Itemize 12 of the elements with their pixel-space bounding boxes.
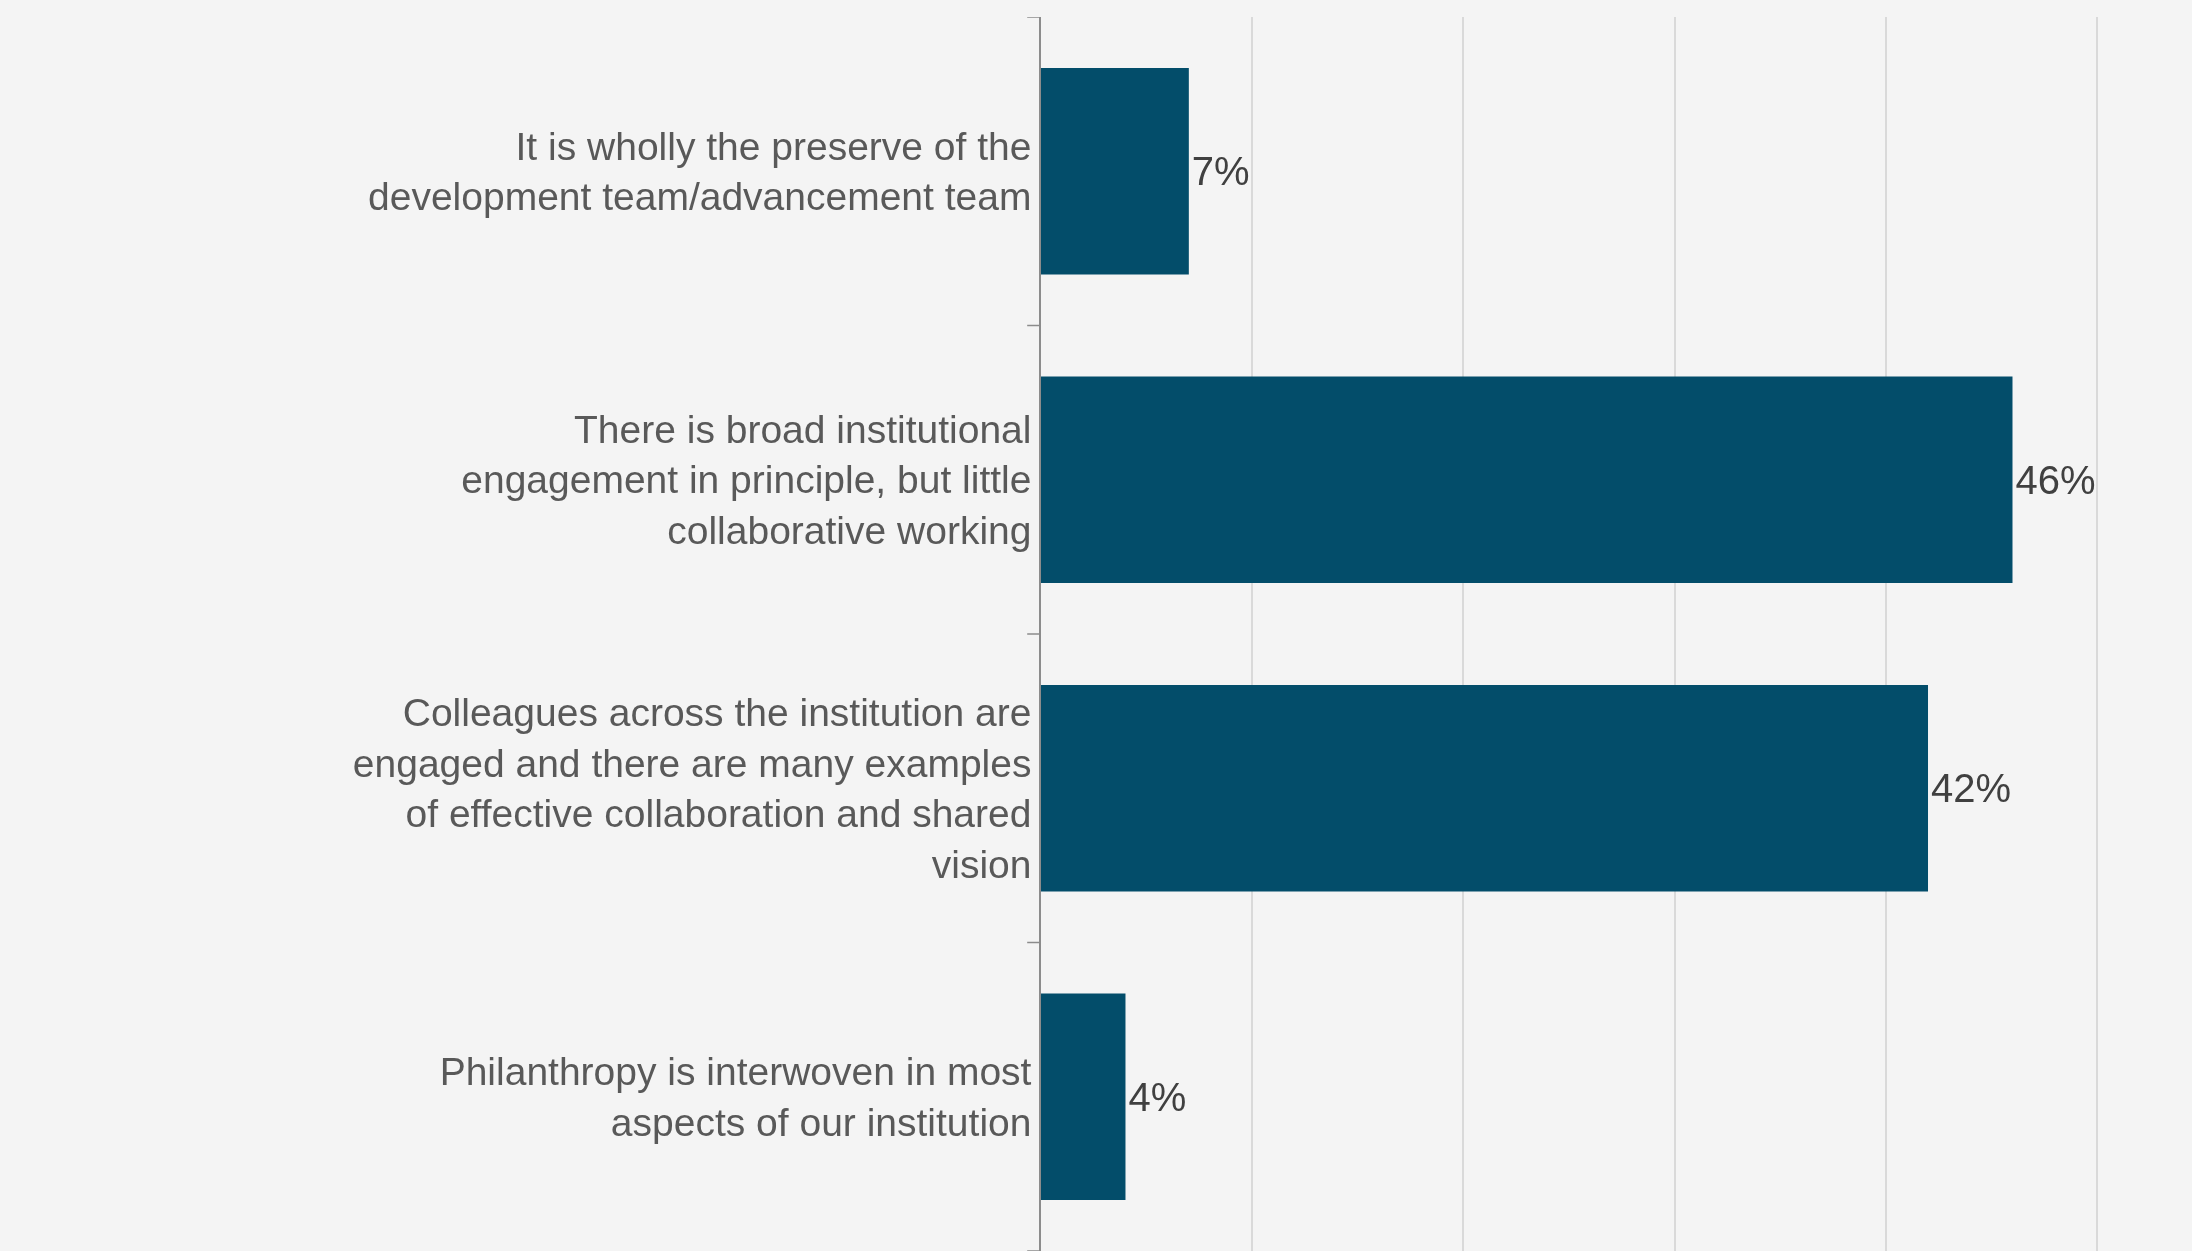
- data-label: 42%: [1931, 766, 2012, 811]
- data-label: 7%: [1191, 149, 1250, 194]
- bar: [1041, 684, 1929, 892]
- bar: [1041, 67, 1189, 275]
- data-label: 4%: [1128, 1074, 1187, 1119]
- y-tick-label: There is broad institutional engagement in principle, but little collaborative working: [461, 407, 1032, 553]
- data-label: 46%: [2015, 457, 2096, 502]
- bar: [1041, 993, 1126, 1201]
- y-tick-label: Colleagues across the institution are engaged and there are many examples of effective collaboration and shared vision: [352, 690, 1032, 886]
- y-tick-label: Philanthropy is interwoven in most aspects of our institution: [439, 1050, 1032, 1144]
- y-tick-label: It is wholly the preserve of the development team/advancement team: [368, 124, 1032, 219]
- bar: [1041, 376, 2013, 584]
